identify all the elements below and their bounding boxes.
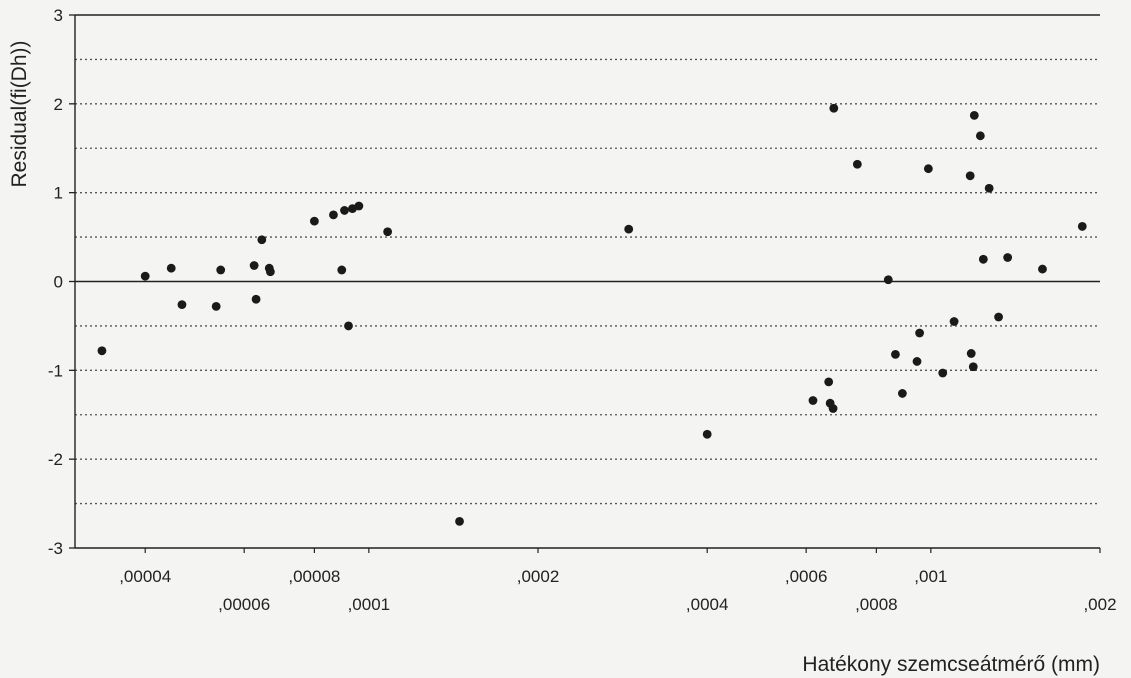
data-point (994, 312, 1003, 322)
data-point (329, 210, 338, 220)
data-point (824, 377, 834, 387)
data-point (975, 131, 985, 141)
data-point (978, 254, 988, 264)
data-point (354, 201, 364, 211)
data-point (265, 267, 275, 277)
data-point (337, 265, 347, 275)
data-point (938, 368, 948, 378)
x-axis-title: Hatékony szemcseátmérő (mm) (802, 653, 1100, 676)
y-tick-label: 2 (54, 95, 63, 114)
data-point (1038, 264, 1047, 274)
data-point (923, 164, 933, 174)
x-tick-label: ,0008 (855, 595, 898, 614)
y-tick-label: -1 (48, 361, 63, 380)
data-point (912, 357, 922, 366)
data-point (949, 317, 959, 326)
y-tick-label: -2 (48, 450, 63, 469)
x-tick-label: ,002 (1083, 595, 1116, 614)
data-point (897, 389, 907, 398)
x-axis-tick-labels: ,00004 ,00006 ,00008 ,0001 ,0002 ,0004 ,0006 ,0… (119, 548, 1117, 614)
gridlines (75, 58, 1100, 505)
data-point (966, 349, 976, 358)
data-point (166, 263, 176, 273)
data-point (216, 265, 226, 275)
data-point (211, 301, 221, 311)
data-point (251, 294, 261, 304)
data-point (249, 261, 259, 270)
data-point (309, 216, 319, 226)
y-tick-label: -3 (48, 539, 63, 558)
data-point (455, 516, 464, 526)
data-point (852, 159, 862, 169)
axes (74, 14, 1100, 549)
data-point (177, 300, 187, 309)
y-axis-title: Residual(fi(Dh)) (8, 40, 31, 187)
x-tick-label: ,00006 (218, 595, 270, 614)
data-point (340, 206, 349, 215)
y-tick-label: 3 (54, 6, 63, 25)
data-point (344, 321, 353, 331)
x-tick-label: ,0006 (785, 567, 828, 586)
data-point (257, 235, 267, 245)
data-point (702, 429, 712, 439)
x-tick-label: ,0001 (348, 595, 391, 614)
data-point (1003, 253, 1013, 262)
data-point (828, 404, 838, 413)
x-tick-label: ,00008 (288, 567, 340, 586)
data-points (97, 103, 1087, 526)
data-point (883, 275, 893, 285)
y-tick-label: 1 (54, 184, 63, 203)
data-point (969, 110, 979, 120)
data-point (808, 396, 818, 405)
data-point (829, 103, 839, 113)
y-axis-tick-labels: 3 2 1 0 -1 -2 -3 (48, 6, 75, 558)
y-tick-label: 0 (54, 273, 63, 292)
data-point (383, 227, 393, 237)
x-tick-label: ,00004 (119, 567, 171, 586)
x-tick-label: ,0004 (686, 595, 729, 614)
data-point (1077, 222, 1087, 231)
data-point (915, 328, 924, 338)
data-point (97, 346, 107, 356)
data-point (968, 362, 978, 372)
data-point (624, 224, 634, 234)
data-point (984, 183, 994, 193)
data-point (140, 271, 150, 281)
x-tick-label: ,0002 (517, 567, 560, 586)
data-point (891, 349, 900, 359)
data-point (965, 171, 975, 181)
x-tick-label: ,001 (914, 567, 947, 586)
